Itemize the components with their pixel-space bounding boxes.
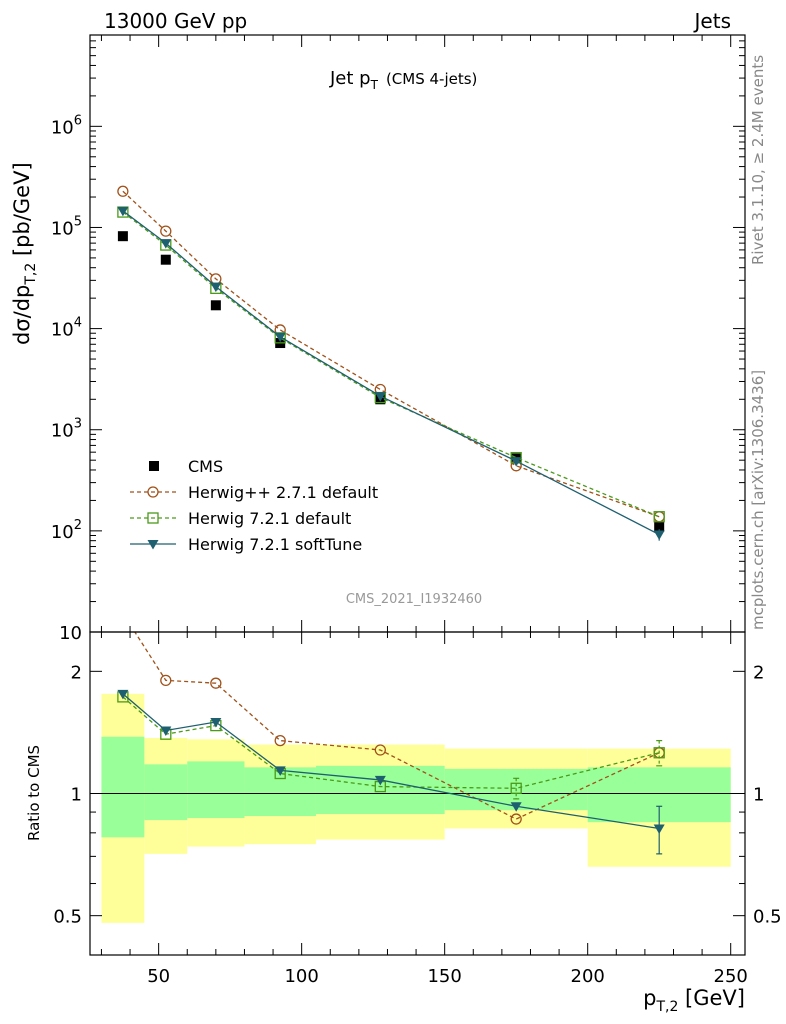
legend-marker <box>147 512 159 524</box>
legend-label: Herwig 7.2.1 default <box>188 509 351 528</box>
data-point <box>653 511 665 523</box>
uncertainty-band-inner <box>144 764 188 821</box>
x-axis-label-pre: p <box>643 986 656 1010</box>
ratio-data-point <box>160 674 172 687</box>
ratio-data-point <box>510 802 522 812</box>
legend-label: Herwig 7.2.1 softTune <box>188 535 362 554</box>
y-tick-label: 102 <box>51 518 82 543</box>
chart-title-main: Jet p <box>329 68 371 89</box>
x-axis-label-sub: T,2 <box>655 999 678 1015</box>
analysis-id-label: CMS_2021_I1932460 <box>346 592 482 607</box>
data-point <box>117 206 129 217</box>
ratio-series-open-circle-dashed <box>118 608 665 825</box>
main-y-axis-label-post: [pb/GeV] <box>10 162 34 262</box>
main-y-axis-label-pre: dσ/dp <box>10 285 34 345</box>
legend-entry: Herwig++ 2.7.1 default <box>130 483 378 502</box>
main-series <box>117 185 665 541</box>
ratio-data-point <box>653 747 665 759</box>
y-tick-label: 10 <box>59 623 82 644</box>
data-point <box>160 254 171 265</box>
ratio-series <box>117 608 665 855</box>
legend-entry: CMS <box>149 457 223 476</box>
data-point <box>510 457 522 467</box>
ratio-data-point <box>510 782 522 794</box>
ratio-y-tick-label-right: 0.5 <box>753 907 782 928</box>
legend-label: CMS <box>188 457 223 476</box>
legend-entry: Herwig 7.2.1 softTune <box>130 535 362 554</box>
uncertainty-band-inner <box>187 761 245 819</box>
ratio-y-tick-label-right: 1 <box>753 785 764 806</box>
legend-label: Herwig++ 2.7.1 default <box>188 483 378 502</box>
uncertainty-band-inner <box>101 736 145 838</box>
data-point <box>653 530 665 541</box>
data-point <box>374 392 386 402</box>
chart-title-sub: T <box>370 78 379 92</box>
x-axis-label: pT,2 [GeV] <box>643 986 745 1015</box>
series-filled-triangle-solid <box>117 206 665 541</box>
ratio-data-point <box>374 744 386 756</box>
legend-entry: Herwig 7.2.1 default <box>130 509 351 528</box>
data-point <box>653 511 665 523</box>
ratio-y-tick-label: 0.5 <box>53 907 82 928</box>
uncertainty-band-inner <box>315 765 445 815</box>
ratio-line <box>134 632 660 820</box>
chart-title-suffix: (CMS 4-jets) <box>386 70 477 88</box>
y-tick-label: 104 <box>51 316 82 341</box>
mcplots-label: mcplots.cern.ch [arXiv:1306.3436] <box>749 370 767 630</box>
chart-title: Jet pT (CMS 4-jets) <box>329 68 477 92</box>
x-tick-label: 100 <box>284 966 318 987</box>
legend-marker <box>147 486 159 498</box>
data-point <box>654 521 665 532</box>
ratio-data-point <box>510 813 522 825</box>
y-tick-label: 103 <box>51 417 82 442</box>
data-point <box>117 231 128 242</box>
ratio-data-point <box>160 726 172 736</box>
ratio-bands <box>101 693 731 923</box>
data-point <box>274 332 286 343</box>
x-axis-label-post: [GeV] <box>678 986 745 1010</box>
data-point <box>160 225 172 237</box>
data-point <box>210 282 222 293</box>
ratio-y-tick-label-right: 2 <box>753 662 764 683</box>
legend: CMS Herwig++ 2.7.1 default Herwig 7.2.1 de… <box>130 457 378 554</box>
main-panel: Jet pT (CMS 4-jets) dσ/dpT,2 [pb/GeV] CMS… <box>10 34 746 644</box>
data-point <box>117 185 129 197</box>
data-point <box>160 239 172 249</box>
ratio-y-tick-label: 2 <box>71 662 82 683</box>
y-tick-label: 106 <box>51 113 82 138</box>
ratio-data-point <box>210 718 222 728</box>
ratio-y-tick-label: 1 <box>71 785 82 806</box>
header-left: 13000 GeV pp <box>104 9 247 33</box>
ratio-data-point <box>653 824 665 834</box>
x-tick-label: 50 <box>147 966 170 987</box>
ratio-data-point <box>274 766 286 776</box>
x-tick-label: 150 <box>427 966 461 987</box>
main-y-axis-label: dσ/dpT,2 [pb/GeV] <box>10 162 39 345</box>
header-right: Jets <box>693 9 731 33</box>
rivet-label: Rivet 3.1.10, ≥ 2.4M events <box>749 55 767 265</box>
ratio-data-point <box>210 677 222 689</box>
legend-marker <box>149 461 159 471</box>
ratio-y-axis-label: Ratio to CMS <box>25 745 43 841</box>
ratio-data-point <box>274 734 286 747</box>
ratio-data-point <box>117 689 129 700</box>
ratio-panel: Ratio to CMS pT,2 [GeV] 0.5 0.51 12 250 100 1… <box>25 608 782 1015</box>
series-line <box>122 190 660 518</box>
data-point <box>210 300 221 311</box>
x-tick-label: 200 <box>571 966 605 987</box>
ratio-series-filled-triangle-solid <box>117 689 665 855</box>
legend-marker <box>147 540 159 550</box>
ratio-data-point <box>374 775 386 786</box>
x-tick-label: 250 <box>714 966 748 987</box>
ratio-data-point <box>118 608 128 618</box>
main-y-axis-label-sub: T,2 <box>23 263 39 286</box>
y-tick-label: 105 <box>51 214 82 239</box>
